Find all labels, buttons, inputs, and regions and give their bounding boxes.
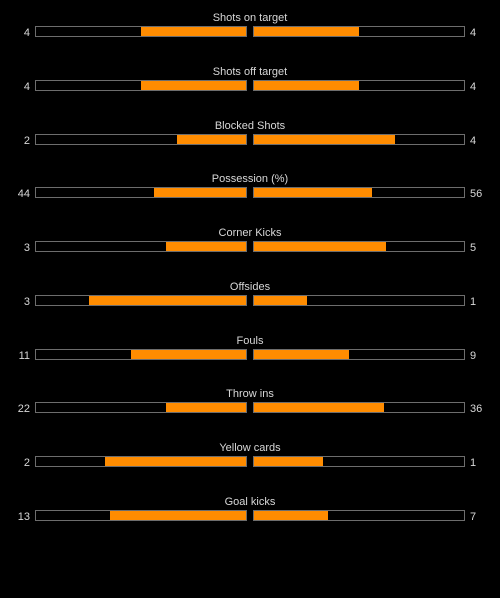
home-bar — [35, 134, 247, 145]
stat-label: Throw ins — [226, 388, 274, 400]
away-bar — [253, 241, 465, 252]
home-bar-fill — [166, 242, 246, 251]
home-value: 4 — [23, 27, 30, 39]
home-value: 2 — [23, 135, 30, 147]
home-value: 3 — [23, 296, 30, 308]
home-value: 44 — [17, 188, 30, 200]
away-bar — [253, 349, 465, 360]
home-bar — [35, 456, 247, 467]
away-bar-fill — [254, 296, 307, 305]
away-value: 9 — [470, 350, 477, 362]
home-bar — [35, 241, 247, 252]
home-bar-fill — [105, 457, 246, 466]
home-bar-fill — [166, 403, 246, 412]
home-bar-fill — [153, 188, 246, 197]
away-value: 36 — [470, 403, 483, 415]
away-bar-fill — [254, 242, 387, 251]
away-value: 1 — [470, 296, 477, 308]
away-value: 4 — [470, 27, 477, 39]
stat-row-possession: Possession (%) 44 56 — [0, 173, 500, 213]
home-bar — [35, 26, 247, 37]
home-bar — [35, 295, 247, 306]
away-bar — [253, 456, 465, 467]
home-bar — [35, 80, 247, 91]
stat-label: Corner Kicks — [218, 227, 282, 239]
away-bar — [253, 80, 465, 91]
away-bar-fill — [254, 511, 328, 520]
away-bar — [253, 295, 465, 306]
away-bar — [253, 134, 465, 145]
stat-row-blocked-shots: Blocked Shots 2 4 — [0, 120, 500, 160]
home-bar-fill — [109, 511, 246, 520]
home-value: 2 — [23, 457, 30, 469]
stat-row-throw-ins: Throw ins 22 36 — [0, 388, 500, 428]
away-value: 4 — [470, 81, 477, 93]
home-bar — [35, 402, 247, 413]
away-value: 1 — [470, 457, 477, 469]
away-bar-fill — [254, 81, 359, 90]
stat-row-shots-on-target: Shots on target 4 4 — [0, 12, 500, 52]
away-value: 4 — [470, 135, 477, 147]
away-value: 5 — [470, 242, 477, 254]
home-bar-fill — [88, 296, 246, 305]
stat-label: Blocked Shots — [214, 120, 286, 132]
away-bar — [253, 187, 465, 198]
away-bar-fill — [254, 350, 349, 359]
away-value: 7 — [470, 511, 477, 523]
home-value: 22 — [17, 403, 30, 415]
stat-label: Goal kicks — [224, 496, 276, 508]
home-value: 3 — [23, 242, 30, 254]
away-bar-fill — [254, 27, 359, 36]
stat-label: Shots on target — [212, 12, 288, 24]
home-bar — [35, 187, 247, 198]
stat-label: Offsides — [229, 281, 271, 293]
away-bar-fill — [254, 457, 324, 466]
home-bar-fill — [141, 81, 246, 90]
stat-row-goal-kicks: Goal kicks 13 7 — [0, 496, 500, 536]
home-bar-fill — [130, 350, 246, 359]
home-value: 4 — [23, 81, 30, 93]
away-bar-fill — [254, 135, 395, 144]
stat-row-shots-off-target: Shots off target 4 4 — [0, 66, 500, 106]
stat-label: Yellow cards — [219, 442, 281, 454]
home-bar — [35, 510, 247, 521]
home-bar-fill — [176, 135, 246, 144]
away-bar-fill — [254, 188, 372, 197]
away-bar — [253, 402, 465, 413]
stat-row-offsides: Offsides 3 1 — [0, 281, 500, 321]
away-bar-fill — [254, 403, 385, 412]
stat-label: Shots off target — [212, 66, 288, 78]
home-bar — [35, 349, 247, 360]
stat-row-yellow-cards: Yellow cards 2 1 — [0, 442, 500, 482]
away-bar — [253, 26, 465, 37]
stat-label: Fouls — [236, 335, 264, 347]
stat-row-fouls: Fouls 11 9 — [0, 335, 500, 375]
away-bar — [253, 510, 465, 521]
home-bar-fill — [141, 27, 246, 36]
home-value: 11 — [18, 350, 30, 362]
home-value: 13 — [17, 511, 30, 523]
stat-row-corner-kicks: Corner Kicks 3 5 — [0, 227, 500, 267]
away-value: 56 — [470, 188, 483, 200]
stat-label: Possession (%) — [211, 173, 289, 185]
